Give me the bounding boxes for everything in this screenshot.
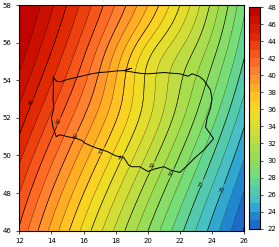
Text: 25: 25 [219, 185, 226, 193]
Text: 42: 42 [55, 117, 63, 126]
Text: 30: 30 [168, 169, 176, 178]
Text: 37: 37 [98, 147, 106, 156]
Text: 27: 27 [198, 180, 205, 188]
Text: 32: 32 [149, 161, 157, 170]
Text: 40: 40 [72, 131, 79, 140]
Text: 45: 45 [28, 98, 36, 107]
Text: 35: 35 [119, 153, 126, 162]
